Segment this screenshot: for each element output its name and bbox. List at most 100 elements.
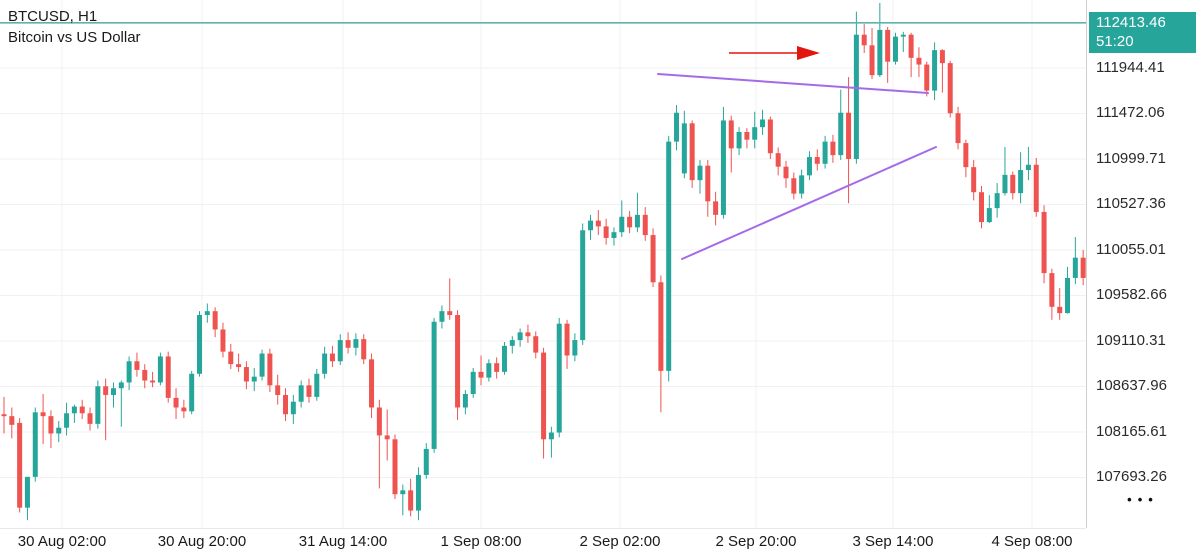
candle[interactable] bbox=[744, 128, 750, 149]
candle[interactable] bbox=[32, 407, 38, 482]
candle[interactable] bbox=[455, 310, 461, 421]
candle[interactable] bbox=[165, 351, 171, 403]
candle[interactable] bbox=[1057, 288, 1063, 320]
chart-plot-area[interactable] bbox=[0, 0, 1086, 528]
candle[interactable] bbox=[525, 324, 531, 343]
candle[interactable] bbox=[189, 370, 195, 415]
candle[interactable] bbox=[337, 334, 343, 366]
trend-line[interactable] bbox=[657, 73, 929, 94]
candle[interactable] bbox=[1002, 146, 1008, 196]
candle[interactable] bbox=[533, 331, 539, 359]
candle[interactable] bbox=[634, 192, 640, 233]
candle[interactable] bbox=[267, 348, 273, 393]
candle[interactable] bbox=[470, 368, 476, 398]
candle[interactable] bbox=[408, 478, 414, 517]
candle[interactable] bbox=[1010, 171, 1016, 200]
candle[interactable] bbox=[251, 368, 257, 392]
candle[interactable] bbox=[17, 418, 23, 513]
candle[interactable] bbox=[259, 349, 265, 381]
candle[interactable] bbox=[236, 353, 242, 372]
candle[interactable] bbox=[181, 399, 187, 419]
price-axis-more-dots[interactable]: ••• bbox=[1127, 492, 1159, 507]
candle[interactable] bbox=[658, 275, 664, 413]
candle[interactable] bbox=[924, 61, 930, 97]
candle[interactable] bbox=[971, 159, 977, 201]
candle[interactable] bbox=[494, 357, 500, 379]
candle[interactable] bbox=[103, 378, 109, 441]
candle[interactable] bbox=[290, 394, 296, 424]
candle[interactable] bbox=[9, 407, 15, 439]
candle[interactable] bbox=[689, 120, 695, 188]
candle[interactable] bbox=[243, 361, 249, 390]
candle[interactable] bbox=[353, 333, 359, 356]
candle[interactable] bbox=[48, 410, 54, 448]
candle[interactable] bbox=[345, 332, 351, 354]
candle[interactable] bbox=[1025, 146, 1031, 181]
candle[interactable] bbox=[150, 371, 156, 388]
candle[interactable] bbox=[572, 333, 578, 362]
candle[interactable] bbox=[228, 343, 234, 369]
time-axis[interactable]: 30 Aug 02:00 30 Aug 20:00 31 Aug 14:00 1 Se… bbox=[0, 528, 1086, 553]
candle[interactable] bbox=[588, 214, 593, 240]
candle[interactable] bbox=[932, 42, 938, 101]
candle[interactable] bbox=[134, 352, 140, 377]
candle[interactable] bbox=[118, 380, 124, 427]
candle[interactable] bbox=[478, 355, 484, 386]
candle[interactable] bbox=[1, 396, 7, 434]
candle[interactable] bbox=[908, 32, 914, 78]
candle[interactable] bbox=[1065, 266, 1071, 314]
candle[interactable] bbox=[361, 334, 367, 365]
candle[interactable] bbox=[110, 382, 116, 408]
candle[interactable] bbox=[1072, 236, 1078, 285]
candle[interactable] bbox=[791, 172, 797, 200]
candle[interactable] bbox=[439, 305, 445, 329]
candle[interactable] bbox=[900, 31, 906, 53]
candle[interactable] bbox=[204, 303, 210, 323]
candle[interactable] bbox=[681, 110, 687, 179]
candle[interactable] bbox=[916, 47, 922, 78]
candle[interactable] bbox=[752, 111, 758, 149]
candle[interactable] bbox=[400, 484, 406, 516]
candle[interactable] bbox=[329, 345, 335, 368]
candle[interactable] bbox=[71, 404, 77, 423]
candle[interactable] bbox=[157, 352, 163, 386]
candle[interactable] bbox=[415, 467, 421, 521]
candle[interactable] bbox=[376, 399, 382, 489]
candle[interactable] bbox=[720, 106, 726, 219]
candle[interactable] bbox=[56, 420, 62, 443]
candle[interactable] bbox=[564, 319, 570, 369]
trend-line[interactable] bbox=[681, 146, 937, 260]
candle[interactable] bbox=[806, 151, 812, 181]
candle[interactable] bbox=[580, 223, 586, 345]
candle[interactable] bbox=[275, 374, 281, 405]
candle[interactable] bbox=[830, 134, 836, 163]
candle[interactable] bbox=[509, 336, 515, 354]
candle[interactable] bbox=[955, 106, 961, 150]
candle[interactable] bbox=[322, 346, 328, 379]
candle[interactable] bbox=[212, 307, 218, 338]
candle[interactable] bbox=[650, 228, 656, 288]
candle[interactable] bbox=[947, 60, 953, 118]
candle[interactable] bbox=[814, 149, 820, 171]
candle[interactable] bbox=[775, 147, 781, 176]
candle[interactable] bbox=[885, 27, 891, 83]
candle[interactable] bbox=[892, 32, 898, 65]
candle[interactable] bbox=[220, 322, 226, 358]
candle[interactable] bbox=[822, 135, 828, 169]
candle[interactable] bbox=[87, 407, 93, 431]
candle[interactable] bbox=[283, 388, 289, 421]
candle[interactable] bbox=[767, 116, 773, 159]
candle[interactable] bbox=[1049, 268, 1055, 320]
candle[interactable] bbox=[541, 347, 547, 459]
chart-canvas[interactable] bbox=[0, 0, 1086, 528]
candle[interactable] bbox=[1080, 249, 1086, 286]
candle[interactable] bbox=[24, 476, 30, 521]
candle[interactable] bbox=[994, 183, 1000, 218]
candle[interactable] bbox=[728, 115, 734, 173]
candle[interactable] bbox=[713, 191, 719, 226]
candle[interactable] bbox=[548, 426, 554, 458]
candle[interactable] bbox=[298, 380, 304, 408]
candle[interactable] bbox=[861, 24, 867, 54]
candle[interactable] bbox=[939, 49, 945, 93]
candle[interactable] bbox=[462, 390, 468, 415]
